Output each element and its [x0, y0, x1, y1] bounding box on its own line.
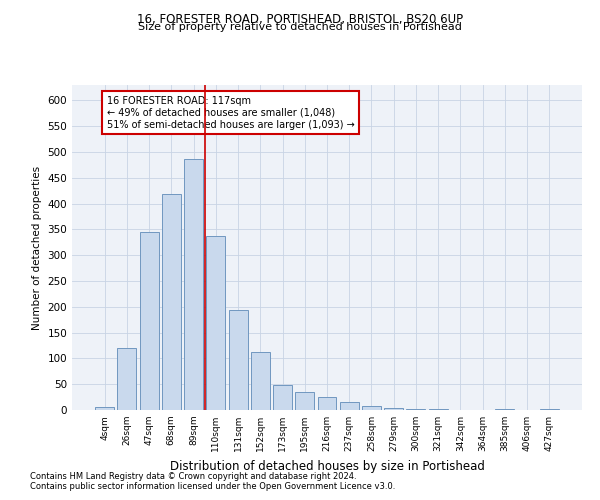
Bar [162, 194, 181, 410]
Text: Contains public sector information licensed under the Open Government Licence v3: Contains public sector information licen… [30, 482, 395, 491]
Bar [184, 159, 203, 410]
Text: Contains HM Land Registry data © Crown copyright and database right 2024.: Contains HM Land Registry data © Crown c… [30, 472, 356, 481]
Bar [384, 408, 403, 410]
Bar [229, 310, 248, 410]
Bar [273, 385, 292, 410]
Bar [317, 397, 337, 410]
Bar [140, 232, 158, 410]
Bar [295, 392, 314, 410]
Text: Size of property relative to detached houses in Portishead: Size of property relative to detached ho… [138, 22, 462, 32]
Y-axis label: Number of detached properties: Number of detached properties [32, 166, 42, 330]
Bar [95, 408, 114, 410]
Bar [340, 402, 359, 410]
Text: 16, FORESTER ROAD, PORTISHEAD, BRISTOL, BS20 6UP: 16, FORESTER ROAD, PORTISHEAD, BRISTOL, … [137, 12, 463, 26]
Bar [362, 406, 381, 410]
Bar [206, 236, 225, 410]
X-axis label: Distribution of detached houses by size in Portishead: Distribution of detached houses by size … [170, 460, 484, 472]
Bar [251, 352, 270, 410]
Bar [118, 348, 136, 410]
Text: 16 FORESTER ROAD: 117sqm
← 49% of detached houses are smaller (1,048)
51% of sem: 16 FORESTER ROAD: 117sqm ← 49% of detach… [107, 96, 355, 130]
